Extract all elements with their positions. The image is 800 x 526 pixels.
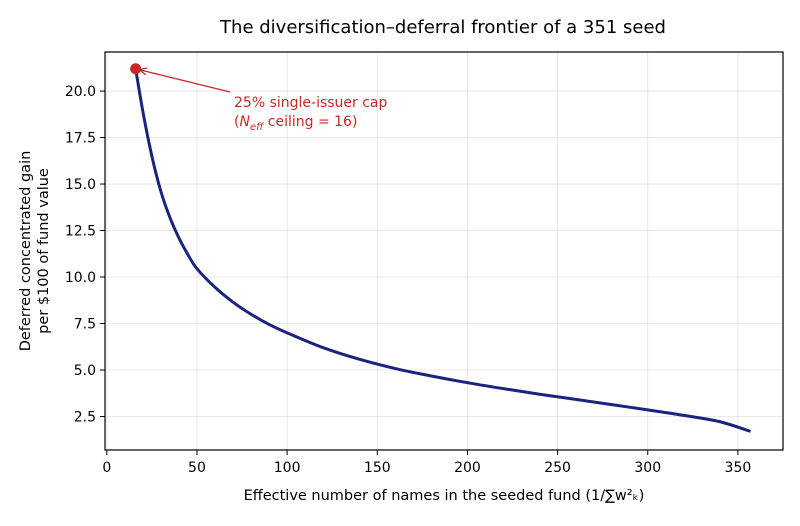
annotation-n-symbol: N [239,114,250,130]
x-tick-label: 150 [364,460,391,476]
y-tick-label: 10.0 [65,270,96,286]
annotation-label-line1: 25% single-issuer cap [234,95,388,111]
x-tick-label: 50 [188,460,206,476]
x-tick-label: 0 [102,460,111,476]
y-axis-label-line2: per $100 of fund value [36,168,52,334]
series-line [134,68,751,433]
cap-marker-point [130,63,142,75]
x-tick-label: 250 [544,460,571,476]
x-tick-label: 100 [274,460,301,476]
chart-title: The diversification–deferral frontier of… [219,17,666,38]
y-tick-label: 2.5 [74,410,96,426]
y-tick-label: 17.5 [65,131,96,147]
x-tick-label: 350 [725,460,752,476]
annotation-arrow [139,69,231,93]
annotation-ceiling-text: ceiling = 16) [263,114,357,130]
annotation-label-line2: (Neff ceiling = 16) [234,114,357,133]
x-tick-label: 200 [454,460,481,476]
x-tick-label: 300 [634,460,661,476]
annotation-n-subscript: eff [250,122,265,133]
plot-frame [104,51,784,451]
y-axis-ticks: 2.5 5.0 7.5 10.0 12.5 15.0 17.5 20.0 [65,84,105,426]
grid [105,52,783,450]
y-tick-label: 7.5 [74,317,96,333]
y-tick-label: 20.0 [65,84,96,100]
x-axis-ticks: 0 50 100 150 200 250 300 350 [102,450,751,476]
annotation-open-paren: ( [234,114,239,130]
y-tick-label: 5.0 [74,363,96,379]
x-axis-label: Effective number of names in the seeded … [244,488,645,504]
y-tick-label: 15.0 [65,177,96,193]
y-axis-label-line1: Deferred concentrated gain [18,151,34,352]
y-tick-label: 12.5 [65,224,96,240]
